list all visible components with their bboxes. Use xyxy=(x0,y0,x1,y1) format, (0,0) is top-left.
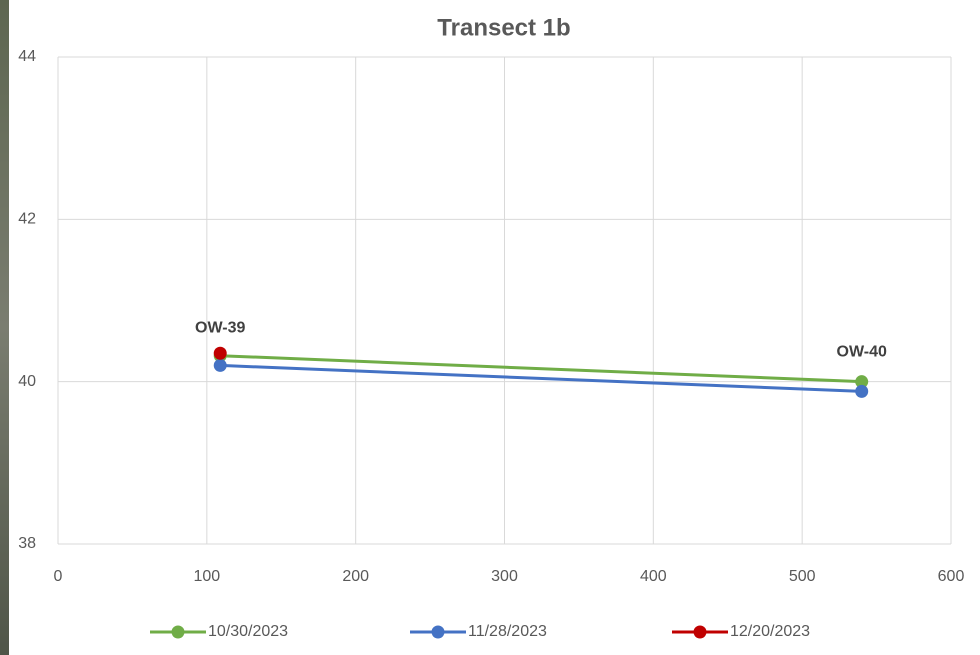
data-point xyxy=(855,375,869,389)
map-strip xyxy=(0,0,9,655)
x-tick-label: 100 xyxy=(193,568,220,585)
data-point xyxy=(855,384,869,398)
y-tick-label: 40 xyxy=(18,373,36,390)
x-tick-label: 300 xyxy=(491,568,518,585)
legend-marker xyxy=(431,625,445,639)
annotation: OW-40 xyxy=(837,344,887,361)
x-tick-label: 400 xyxy=(640,568,667,585)
legend-label: 12/20/2023 xyxy=(730,623,810,640)
y-tick-label: 44 xyxy=(18,48,36,65)
legend-marker xyxy=(171,625,185,639)
series-line xyxy=(220,363,862,393)
y-tick-label: 42 xyxy=(18,211,36,228)
x-tick-label: 600 xyxy=(938,568,965,585)
x-tick-label: 500 xyxy=(789,568,816,585)
data-point xyxy=(213,358,227,372)
x-tick-label: 200 xyxy=(342,568,369,585)
legend-label: 10/30/2023 xyxy=(208,623,288,640)
annotation: OW-39 xyxy=(195,319,245,336)
legend-marker xyxy=(693,625,707,639)
legend-label: 11/28/2023 xyxy=(468,623,547,640)
series-line xyxy=(220,354,862,384)
chart-title: Transect 1b xyxy=(437,14,570,41)
x-tick-label: 0 xyxy=(54,568,63,585)
y-tick-label: 38 xyxy=(18,535,36,552)
data-point xyxy=(213,346,227,360)
